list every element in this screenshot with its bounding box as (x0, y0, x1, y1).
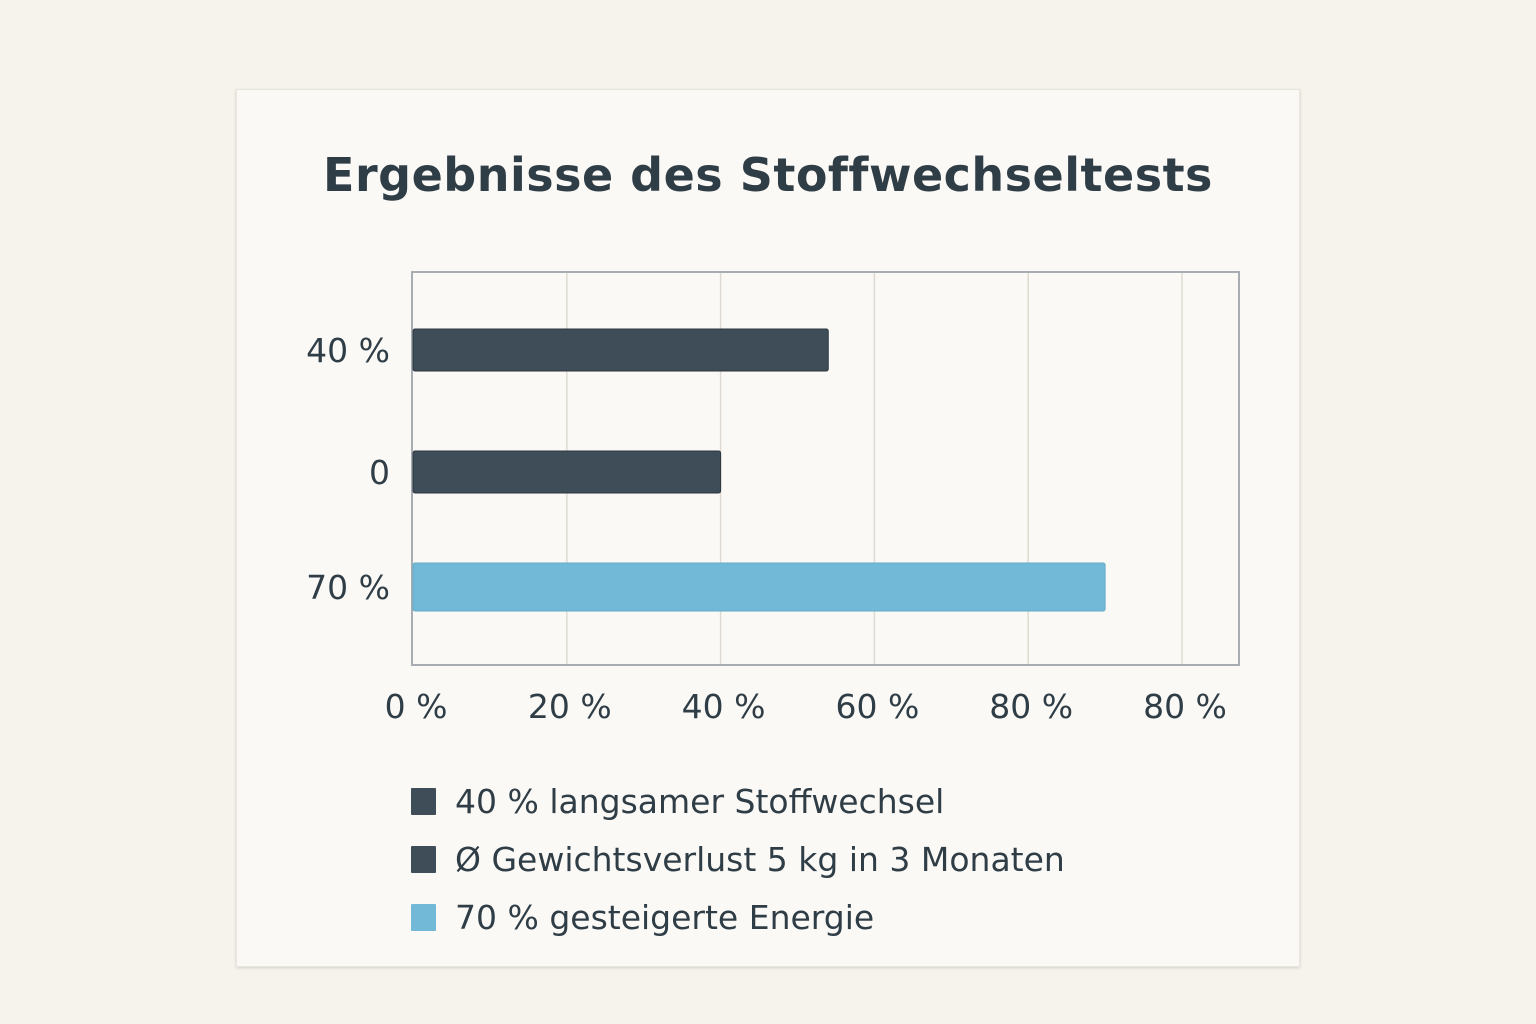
x-tick-label: 0 % (385, 687, 448, 726)
legend-label: Ø Gewichtsverlust 5 kg in 3 Monaten (455, 839, 1065, 879)
legend-label: 40 % langsamer Stoffwechsel (455, 781, 945, 821)
x-tick-label: 80 % (1143, 687, 1227, 726)
legend-swatch (411, 845, 436, 873)
y-tick-labels: 40 % 0 70 % (306, 331, 390, 607)
plot-frame (411, 271, 1240, 666)
chart-title: Ergebnisse des Stoffwechseltests (323, 148, 1213, 202)
legend-label: 70 % gesteigerte Energie (455, 897, 875, 937)
x-tick-label: 80 % (989, 687, 1073, 726)
bar (412, 450, 722, 494)
x-tick-label: 20 % (528, 687, 612, 726)
x-tick-label: 40 % (682, 687, 766, 726)
y-tick-label: 0 (369, 453, 390, 492)
x-tick-labels: 0 % 20 % 40 % 60 % 80 % 80 % (385, 687, 1227, 726)
legend-swatch (411, 787, 436, 815)
y-tick-label: 70 % (306, 568, 390, 607)
chart-card (236, 89, 1300, 967)
legend: 40 % langsamer Stoffwechsel Ø Gewichtsve… (411, 772, 1065, 946)
legend-item: 40 % langsamer Stoffwechsel (411, 772, 1065, 830)
bar (412, 328, 829, 372)
legend-swatch (411, 903, 436, 931)
x-tick-label: 60 % (835, 687, 919, 726)
legend-item: 70 % gesteigerte Energie (411, 888, 1065, 946)
legend-item: Ø Gewichtsverlust 5 kg in 3 Monaten (411, 830, 1065, 888)
y-tick-label: 40 % (306, 331, 390, 370)
bar (412, 562, 1106, 612)
bars (412, 328, 1106, 612)
